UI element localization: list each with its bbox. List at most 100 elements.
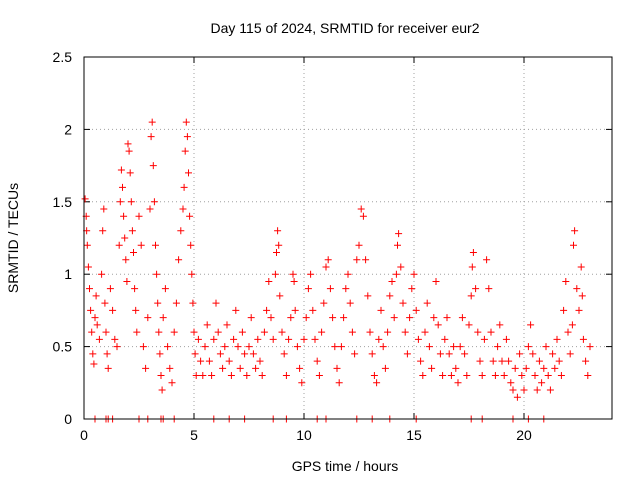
data-point bbox=[103, 350, 111, 358]
data-point bbox=[544, 372, 552, 380]
x-tick-label: 0 bbox=[80, 427, 88, 443]
data-point bbox=[81, 195, 89, 203]
data-point bbox=[127, 198, 135, 206]
data-point bbox=[194, 335, 202, 343]
x-tick-label: 5 bbox=[190, 427, 198, 443]
data-point bbox=[285, 335, 293, 343]
data-point bbox=[571, 227, 579, 235]
data-point bbox=[86, 285, 93, 293]
data-point bbox=[522, 364, 530, 372]
data-point bbox=[467, 292, 475, 300]
data-point bbox=[274, 227, 282, 235]
data-point bbox=[564, 328, 572, 336]
data-point bbox=[168, 379, 176, 387]
data-point bbox=[408, 285, 416, 293]
data-point bbox=[125, 147, 133, 155]
data-point bbox=[275, 241, 283, 249]
y-tick-label: 0.5 bbox=[53, 339, 73, 355]
data-point bbox=[87, 306, 95, 314]
data-point bbox=[88, 328, 96, 336]
x-axis-label: GPS time / hours bbox=[292, 458, 399, 474]
data-point bbox=[524, 343, 532, 351]
data-point bbox=[238, 328, 246, 336]
data-point bbox=[430, 314, 438, 322]
data-point bbox=[443, 314, 451, 322]
data-point bbox=[267, 314, 275, 322]
data-point bbox=[331, 343, 339, 351]
data-point bbox=[212, 299, 220, 307]
data-point bbox=[546, 386, 554, 394]
data-point bbox=[247, 314, 255, 322]
data-point bbox=[509, 386, 517, 394]
data-point bbox=[469, 248, 477, 256]
data-point bbox=[529, 350, 537, 358]
data-point bbox=[570, 241, 577, 249]
data-point bbox=[410, 270, 418, 278]
data-point bbox=[575, 306, 583, 314]
data-point bbox=[271, 270, 279, 278]
data-point bbox=[507, 379, 515, 387]
data-point bbox=[287, 314, 295, 322]
data-point bbox=[181, 147, 189, 155]
data-point bbox=[533, 386, 541, 394]
data-point bbox=[324, 256, 332, 264]
data-point bbox=[293, 343, 301, 351]
data-point bbox=[210, 335, 218, 343]
data-point bbox=[582, 357, 590, 365]
data-point bbox=[461, 350, 469, 358]
data-point bbox=[152, 241, 159, 249]
data-point bbox=[538, 379, 546, 387]
data-point bbox=[159, 314, 167, 322]
data-point bbox=[201, 343, 209, 351]
data-point bbox=[342, 285, 350, 293]
data-point bbox=[132, 306, 140, 314]
data-point bbox=[370, 372, 378, 380]
data-point bbox=[579, 335, 587, 343]
data-point bbox=[584, 372, 592, 380]
data-point bbox=[227, 372, 235, 380]
data-point bbox=[344, 270, 352, 278]
data-point bbox=[243, 372, 251, 380]
data-point bbox=[351, 350, 359, 358]
data-point bbox=[216, 350, 224, 358]
data-point bbox=[560, 306, 568, 314]
data-point bbox=[249, 350, 257, 358]
data-point bbox=[157, 372, 165, 380]
data-point bbox=[463, 372, 471, 380]
data-point bbox=[300, 335, 308, 343]
data-point bbox=[269, 335, 277, 343]
data-point bbox=[256, 357, 264, 365]
data-point bbox=[562, 277, 570, 285]
data-point bbox=[95, 335, 103, 343]
grid bbox=[84, 57, 612, 419]
data-point bbox=[403, 350, 411, 358]
data-point bbox=[282, 372, 290, 380]
data-point bbox=[252, 364, 260, 372]
data-point bbox=[241, 350, 249, 358]
data-point bbox=[366, 328, 374, 336]
data-point bbox=[505, 357, 513, 365]
y-tick-label: 1 bbox=[64, 266, 72, 282]
data-point bbox=[225, 357, 233, 365]
data-point bbox=[414, 335, 422, 343]
data-point bbox=[388, 277, 396, 285]
data-point bbox=[485, 285, 493, 293]
data-point bbox=[447, 372, 455, 380]
data-point bbox=[92, 292, 100, 300]
data-point bbox=[197, 357, 205, 365]
data-point bbox=[99, 227, 107, 235]
data-point bbox=[494, 343, 502, 351]
data-point bbox=[146, 205, 154, 213]
data-point bbox=[170, 328, 178, 336]
data-point bbox=[436, 350, 444, 358]
data-point bbox=[150, 198, 158, 206]
data-point bbox=[423, 299, 431, 307]
data-point bbox=[180, 183, 188, 191]
y-tick-label: 2 bbox=[64, 121, 72, 137]
data-point bbox=[236, 364, 244, 372]
data-point bbox=[102, 328, 110, 336]
data-point bbox=[192, 372, 200, 380]
data-point bbox=[302, 314, 310, 322]
y-axis-label: SRMTID / TECUs bbox=[5, 183, 21, 293]
